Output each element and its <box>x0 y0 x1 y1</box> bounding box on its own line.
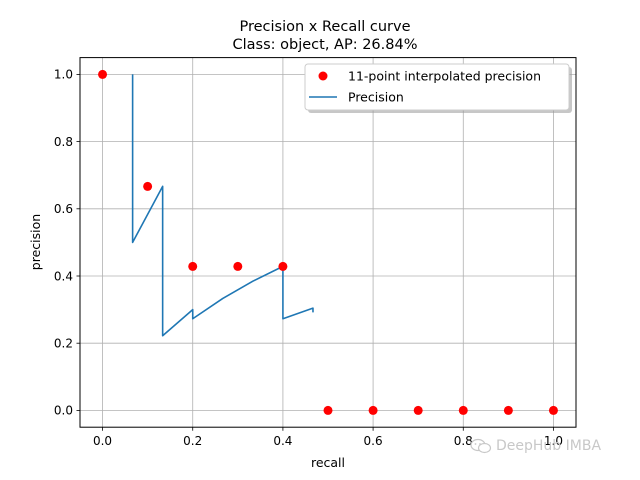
legend-marker-interpolated <box>318 71 328 81</box>
y-axis: 0.0 0.2 0.4 0.6 0.8 1.0 <box>54 68 80 418</box>
y-tick-label: 0.0 <box>54 404 73 418</box>
precision-series <box>131 74 314 337</box>
interpolated-point <box>323 405 333 415</box>
legend-label-precision: Precision <box>348 90 404 105</box>
x-axis-label: recall <box>311 455 345 470</box>
x-axis: 0.0 0.2 0.4 0.6 0.8 1.0 <box>93 427 563 448</box>
chart-title: Precision x Recall curve <box>240 19 411 35</box>
x-tick-label: 0.2 <box>183 434 202 448</box>
y-tick-label: 0.4 <box>54 269 73 283</box>
interpolated-point <box>548 405 558 415</box>
interpolated-point <box>98 69 108 79</box>
interpolated-point <box>278 261 288 271</box>
y-tick-label: 0.6 <box>54 202 73 216</box>
legend-label-interpolated: 11-point interpolated precision <box>348 69 541 84</box>
x-tick-label: 1.0 <box>544 434 563 448</box>
plot-frame <box>79 57 577 428</box>
y-tick-label: 0.8 <box>54 135 73 149</box>
wechat-icon <box>470 438 492 454</box>
interpolated-point <box>143 181 153 191</box>
grid <box>80 57 576 428</box>
interpolated-point <box>368 405 378 415</box>
precision-line <box>131 74 314 337</box>
chart-subtitle: Class: object, AP: 26.84% <box>233 37 418 53</box>
legend: 11-point interpolated precision Precisio… <box>304 63 572 113</box>
y-tick-label: 0.2 <box>54 337 73 351</box>
legend-box <box>304 63 570 111</box>
interpolated-point <box>188 261 198 271</box>
watermark: DeepHub IMBA <box>470 438 601 454</box>
watermark-text: DeepHub IMBA <box>496 438 602 454</box>
interpolated-point <box>413 405 423 415</box>
x-tick-label: 0.8 <box>454 434 473 448</box>
interpolated-points <box>98 69 558 415</box>
x-tick-label: 0.0 <box>93 434 112 448</box>
interpolated-point <box>503 405 513 415</box>
interpolated-point <box>233 261 243 271</box>
interpolated-point <box>458 405 468 415</box>
x-tick-label: 0.6 <box>364 434 383 448</box>
y-axis-label: precision <box>28 214 43 270</box>
y-tick-label: 1.0 <box>54 68 73 82</box>
x-tick-label: 0.4 <box>273 434 292 448</box>
